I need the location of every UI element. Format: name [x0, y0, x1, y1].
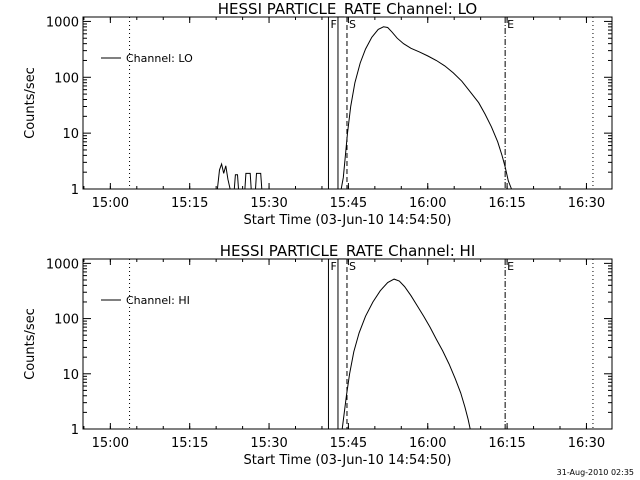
hi-x-tick-label: 16:30 [568, 436, 605, 451]
lo-x-tick-label: 15:45 [330, 196, 367, 211]
lo-y-axis-label: Counts/sec [23, 67, 38, 139]
lo-marker-label: E [507, 18, 514, 31]
hi-x-tick-label: 16:15 [488, 436, 525, 451]
lo-x-tick-label: 15:15 [171, 196, 208, 211]
hi-marker-label: S [349, 260, 356, 273]
timestamp: 31-Aug-2010 02:35 [556, 468, 634, 477]
hi-y-tick-label: 10 [62, 368, 79, 383]
lo-chart-title: HESSI PARTICLE_RATE Channel: LO [218, 0, 477, 19]
lo-series-line [340, 26, 512, 190]
hi-x-tick-label: 15:15 [171, 436, 208, 451]
lo-marker-label: F [330, 18, 336, 31]
lo-marker-label: S [349, 18, 356, 31]
hi-x-tick-label: 15:30 [250, 436, 287, 451]
hi-chart-title: HESSI PARTICLE_RATE Channel: HI [220, 242, 476, 261]
hi-y-tick-label: 100 [54, 313, 79, 328]
hi-x-tick-label: 15:45 [330, 436, 367, 451]
lo-x-tick-label: 16:00 [409, 196, 446, 211]
lo-x-axis-label: Start Time (03-Jun-10 14:54:50) [244, 213, 452, 228]
hi-series-line [341, 278, 471, 430]
lo-y-tick-label: 1 [71, 183, 79, 198]
hi-x-tick-label: 15:00 [92, 436, 129, 451]
hi-y-tick-label: 1000 [46, 257, 79, 272]
lo-x-tick-label: 16:30 [568, 196, 605, 211]
hi-marker-label: F [330, 260, 336, 273]
hi-legend-label: Channel: HI [126, 294, 190, 307]
lo-series-line [216, 162, 263, 190]
lo-y-tick-label: 100 [54, 71, 79, 86]
lo-x-tick-label: 16:15 [488, 196, 525, 211]
lo-y-tick-label: 10 [62, 127, 79, 142]
lo-x-tick-label: 15:00 [92, 196, 129, 211]
hi-marker-label: E [507, 260, 514, 273]
lo-y-tick-label: 1000 [46, 15, 79, 30]
lo-legend-label: Channel: LO [126, 52, 193, 65]
hi-x-axis-label: Start Time (03-Jun-10 14:54:50) [244, 453, 452, 468]
lo-x-tick-label: 15:30 [250, 196, 287, 211]
lo-plot-frame [82, 16, 613, 190]
hi-y-tick-label: 1 [71, 423, 79, 438]
hi-plot-frame [82, 258, 613, 430]
hi-x-tick-label: 16:00 [409, 436, 446, 451]
hi-y-axis-label: Counts/sec [23, 308, 38, 380]
